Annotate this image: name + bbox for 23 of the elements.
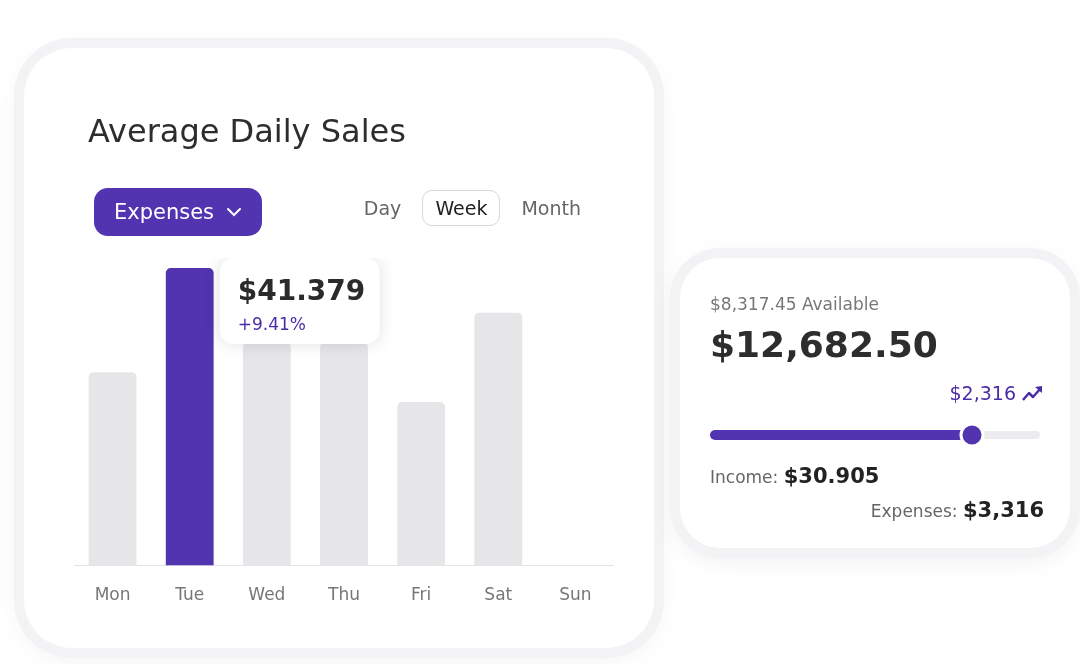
text: Month bbox=[520, 196, 582, 221]
annotation: $41.379 bbox=[237, 274, 366, 307]
bar bbox=[397, 401, 446, 566]
x-tick-label: Tue bbox=[174, 584, 205, 605]
x-tick-label: Wed bbox=[248, 584, 286, 605]
chart-title: Average Daily Sales bbox=[88, 112, 406, 150]
bar bbox=[88, 372, 137, 566]
x-tick-label: Sat bbox=[484, 584, 513, 605]
text: Day bbox=[362, 196, 403, 221]
text: $2,316 bbox=[949, 382, 1016, 404]
text: Expenses: $3,316 bbox=[870, 498, 1044, 522]
annotation: +9.41% bbox=[237, 314, 306, 334]
text: Income: $30.905 bbox=[710, 464, 880, 488]
text: $12,682.50 bbox=[710, 324, 938, 365]
bar bbox=[165, 268, 214, 566]
x-tick-label: Thu bbox=[327, 584, 360, 605]
bar bbox=[474, 312, 523, 566]
x-tick-label: Mon bbox=[94, 584, 131, 605]
x-tick-label: Sun bbox=[559, 584, 592, 605]
text: Week bbox=[422, 190, 501, 226]
x-tick-label: Fri bbox=[411, 584, 432, 605]
text: Expenses bbox=[114, 200, 215, 224]
text: $8,317.45 Available bbox=[710, 294, 879, 314]
